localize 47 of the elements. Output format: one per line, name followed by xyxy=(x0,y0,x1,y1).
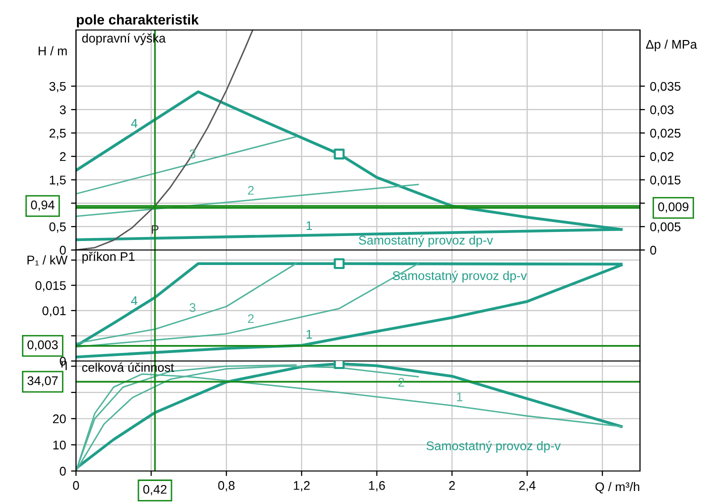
y-tick-label: 2 xyxy=(60,152,66,161)
y-tick-label: 0 xyxy=(60,246,66,255)
annotation: Samostatný provoz dp-v xyxy=(358,235,494,248)
series-label: 2 xyxy=(248,314,254,323)
y2-tick-label: 0,025 xyxy=(650,128,680,140)
ref-line-label: 0,94 xyxy=(30,200,54,211)
series-label: 1 xyxy=(457,392,462,402)
series-label: 1 xyxy=(306,221,312,230)
series-label: 4 xyxy=(131,118,138,128)
chart-subtitle: příkon P1 xyxy=(82,252,135,264)
y2-tick-label: 0,03 xyxy=(650,105,674,116)
x-tick-label: 0 xyxy=(73,481,79,490)
y2-tick-label: 0,005 xyxy=(650,222,680,233)
y-tick-label: 0,01 xyxy=(42,306,66,317)
y-tick-label: 1,5 xyxy=(50,176,66,186)
y2-tick-label: 0,02 xyxy=(650,152,674,163)
x-tick-label: 2,4 xyxy=(519,481,536,492)
y2-axis-title: Δp / MPa xyxy=(646,40,698,52)
x-axis-title: Q / m³/h xyxy=(595,482,640,494)
ref-line-label: 0,42 xyxy=(143,484,166,496)
annotation: Samostatný provoz dp-v xyxy=(392,270,527,283)
x-tick-label: 2 xyxy=(449,481,455,490)
y-tick-label: 2,5 xyxy=(50,128,66,140)
y-axis-title: P₁ / kW xyxy=(28,255,68,266)
y-tick-label: 0 xyxy=(60,466,66,476)
x-tick-label: 1,2 xyxy=(294,481,310,492)
y-axis-title: H / m xyxy=(38,46,67,56)
x-tick-label: 0,8 xyxy=(218,481,235,492)
chart-title: pole charakteristik xyxy=(76,14,199,28)
y-tick-label: 0,5 xyxy=(49,222,66,233)
series-label: 3 xyxy=(190,303,196,312)
y-tick-label: 10 xyxy=(53,440,66,450)
y2-tick-label: 0 xyxy=(650,246,656,255)
annotation: Samostatný provoz dp-v xyxy=(426,440,561,453)
y-tick-label: 3 xyxy=(60,105,66,114)
y-tick-label: 20 xyxy=(53,414,66,424)
y-tick-label: 0,015 xyxy=(35,281,66,292)
x-tick-label: 1,6 xyxy=(369,481,385,492)
ref-line-label: 0,003 xyxy=(28,340,58,351)
y-tick-label: 3,5 xyxy=(49,82,66,92)
series-label: 2 xyxy=(248,186,254,195)
y2-tick-label: 0,015 xyxy=(650,176,680,186)
ref-line-label: 34,07 xyxy=(28,376,58,387)
ref-line-label: 0,009 xyxy=(658,202,688,213)
series-label: 1 xyxy=(306,330,312,339)
y2-tick-label: 0,035 xyxy=(650,82,680,92)
series-label: 4 xyxy=(131,296,138,305)
